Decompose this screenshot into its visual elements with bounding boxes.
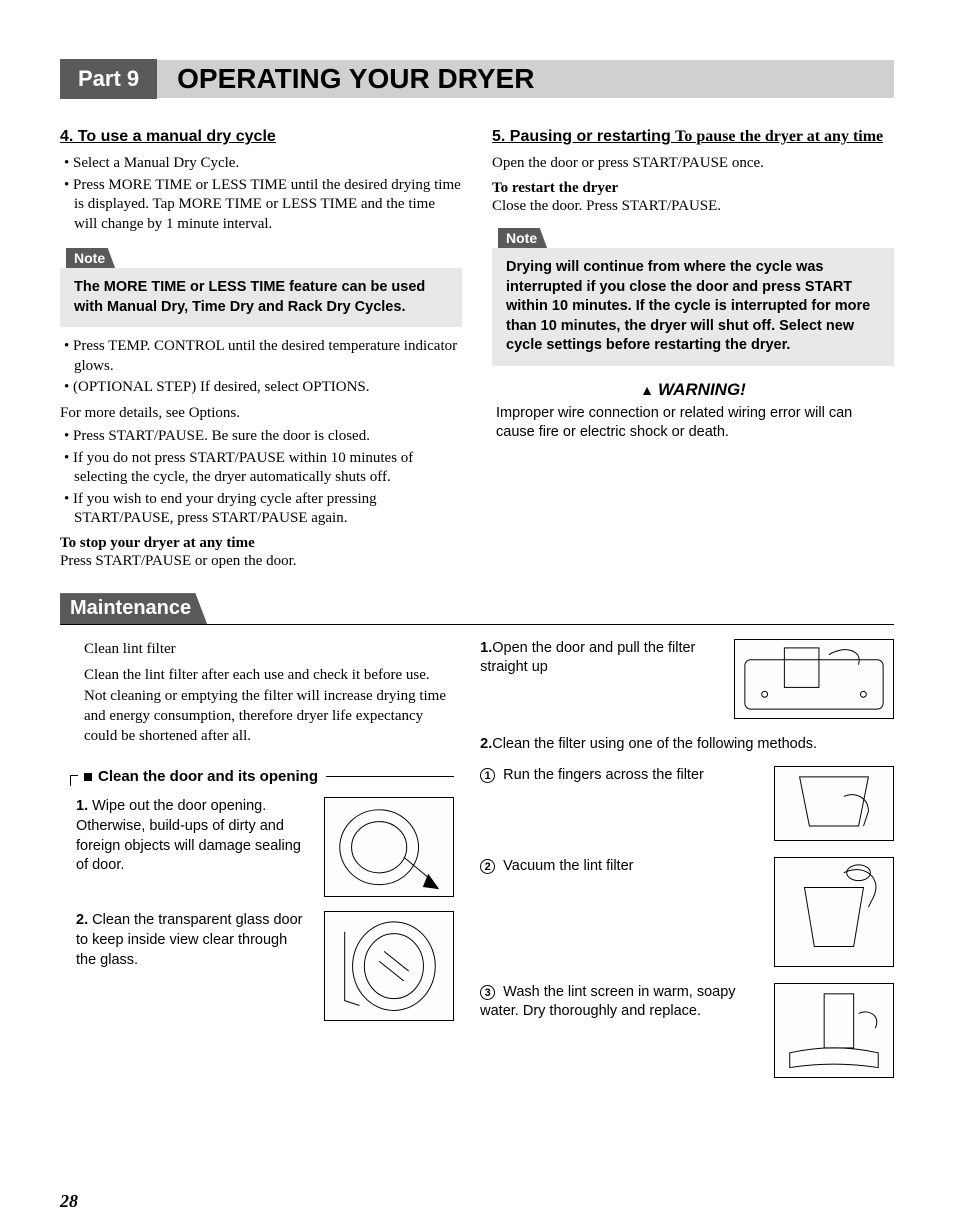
main-columns: 4. To use a manual dry cycle Select a Ma…	[60, 128, 894, 575]
maint-right: 1.Open the door and pull the filter stra…	[480, 639, 894, 1094]
r-step-1-text: 1.Open the door and pull the filter stra…	[480, 639, 720, 677]
restart-body: Close the door. Press START/PAUSE.	[492, 197, 894, 217]
method-1-text: 1 Run the fingers across the filter	[480, 766, 760, 785]
circled-3-icon: 3	[480, 985, 495, 1000]
more-details: For more details, see Options.	[60, 404, 462, 424]
bullet-c-1: Press START/PAUSE. Be sure the door is c…	[64, 427, 462, 447]
note-tab-right: Note	[498, 228, 547, 248]
method-3-row: 3 Wash the lint screen in warm, soapy wa…	[480, 983, 894, 1078]
heading-5b: To pause the dryer at any time	[675, 128, 883, 145]
r-step-2-body: Clean the filter using one of the follow…	[492, 736, 817, 752]
maintenance-label: Maintenance	[60, 593, 207, 624]
r-step-1-body: Open the door and pull the filter straig…	[480, 640, 695, 675]
circled-2-icon: 2	[480, 859, 495, 874]
door-step-1-body: Wipe out the door opening. Otherwise, bu…	[76, 798, 301, 873]
note-box-right: Drying will continue from where the cycl…	[492, 248, 894, 366]
filter-pull-illustration	[734, 639, 894, 719]
note-tab-left: Note	[66, 248, 115, 268]
heading-5a: 5. Pausing or restarting	[492, 128, 675, 145]
page-header: Part 9 OPERATING YOUR DRYER	[60, 60, 894, 98]
bullet-b-1: Press TEMP. CONTROL until the desired te…	[64, 337, 462, 376]
maintenance-section: Maintenance Clean lint filter Clean the …	[60, 593, 894, 1094]
maintenance-columns: Clean lint filter Clean the lint filter …	[60, 639, 894, 1094]
r-step-1-num: 1.	[480, 640, 492, 656]
clean-door-heading: Clean the door and its opening	[60, 768, 454, 785]
door-step-2-text: 2. Clean the transparent glass door to k…	[76, 911, 310, 1021]
bullet-c-3: If you wish to end your drying cycle aft…	[64, 490, 462, 529]
bullets-c: Press START/PAUSE. Be sure the door is c…	[60, 427, 462, 529]
lint-body: Clean the lint filter after each use and…	[84, 665, 446, 746]
note-box-left: The MORE TIME or LESS TIME feature can b…	[60, 268, 462, 327]
door-step-1-row: 1. Wipe out the door opening. Otherwise,…	[60, 797, 454, 897]
stop-heading: To stop your dryer at any time	[60, 535, 462, 552]
bullets-a: Select a Manual Dry Cycle. Press MORE TI…	[60, 154, 462, 234]
bullet-a-2: Press MORE TIME or LESS TIME until the d…	[64, 176, 462, 235]
bullet-b-2: (OPTIONAL STEP) If desired, select OPTIO…	[64, 378, 462, 398]
circled-1-icon: 1	[480, 768, 495, 783]
heading-4: 4. To use a manual dry cycle	[60, 128, 462, 146]
header-title: OPERATING YOUR DRYER	[177, 63, 534, 95]
part-tab: Part 9	[60, 59, 157, 99]
heading-5: 5. Pausing or restarting To pause the dr…	[492, 128, 894, 146]
lint-heading: Clean lint filter	[84, 639, 446, 659]
door-step-1-text: 1. Wipe out the door opening. Otherwise,…	[76, 797, 310, 897]
left-column: 4. To use a manual dry cycle Select a Ma…	[60, 128, 462, 575]
wash-filter-illustration	[774, 983, 894, 1078]
page-number: 28	[60, 1191, 78, 1212]
r-step-2: 2.Clean the filter using one of the foll…	[480, 735, 894, 754]
method-2-row: 2 Vacuum the lint filter	[480, 857, 894, 967]
maint-left: Clean lint filter Clean the lint filter …	[60, 639, 454, 1094]
stop-body: Press START/PAUSE or open the door.	[60, 552, 462, 572]
method-1-body: Run the fingers across the filter	[501, 767, 704, 783]
method-2-text: 2 Vacuum the lint filter	[480, 857, 760, 876]
restart-heading: To restart the dryer	[492, 180, 894, 197]
warning-body: Improper wire connection or related wiri…	[492, 404, 894, 442]
vacuum-filter-illustration	[774, 857, 894, 967]
method-2-body: Vacuum the lint filter	[501, 858, 633, 874]
clean-door-text: Clean the door and its opening	[98, 768, 318, 785]
square-bullet-icon	[84, 773, 92, 781]
lint-block: Clean lint filter Clean the lint filter …	[60, 639, 454, 746]
bullet-a-1: Select a Manual Dry Cycle.	[64, 154, 462, 174]
r-step-1: 1.Open the door and pull the filter stra…	[480, 639, 894, 719]
warning-heading: WARNING!	[492, 380, 894, 400]
r-step-2-num: 2.	[480, 736, 492, 752]
fingers-filter-illustration	[774, 766, 894, 841]
bullet-c-2: If you do not press START/PAUSE within 1…	[64, 449, 462, 488]
door-step-1-num: 1.	[76, 798, 88, 814]
door-opening-illustration	[324, 797, 454, 897]
method-3-text: 3 Wash the lint screen in warm, soapy wa…	[480, 983, 760, 1021]
heading-line	[326, 776, 454, 777]
door-step-2-num: 2.	[76, 912, 88, 928]
maintenance-divider	[60, 624, 894, 625]
open-door-text: Open the door or press START/PAUSE once.	[492, 154, 894, 174]
method-1-row: 1 Run the fingers across the filter	[480, 766, 894, 841]
door-step-2-body: Clean the transparent glass door to keep…	[76, 912, 303, 967]
bullets-b: Press TEMP. CONTROL until the desired te…	[60, 337, 462, 398]
glass-door-illustration	[324, 911, 454, 1021]
door-step-2-row: 2. Clean the transparent glass door to k…	[60, 911, 454, 1021]
right-column: 5. Pausing or restarting To pause the dr…	[492, 128, 894, 575]
method-3-body: Wash the lint screen in warm, soapy wate…	[480, 984, 735, 1019]
